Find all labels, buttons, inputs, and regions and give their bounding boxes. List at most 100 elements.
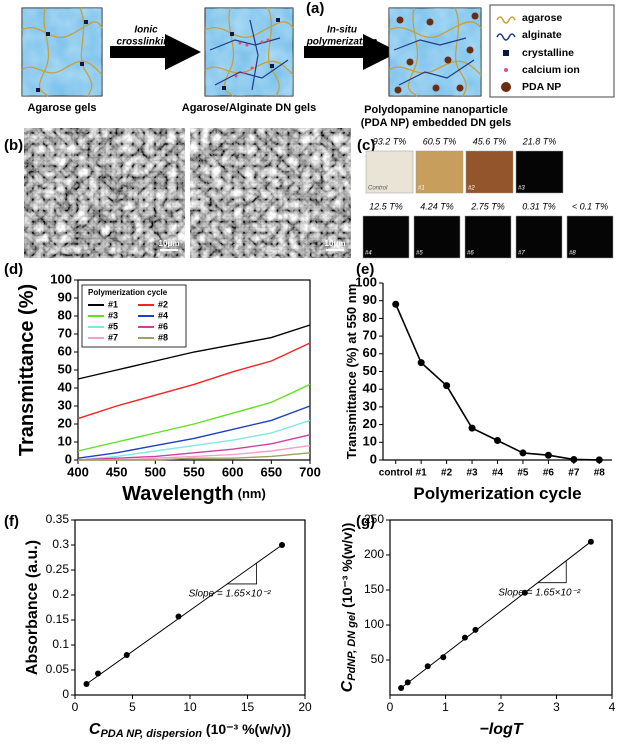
sample-label: #8 xyxy=(569,251,576,257)
y-tick-label: 30 xyxy=(58,397,72,412)
transmittance-label: 0.31 T% xyxy=(522,201,556,211)
y-tick-label: 200 xyxy=(364,547,384,561)
sample-label: #6 xyxy=(467,251,474,257)
step-label: crosslinking xyxy=(117,37,176,48)
x-tick-label: 550 xyxy=(183,464,205,479)
slope-triangle xyxy=(227,563,257,585)
x-tick-label: 650 xyxy=(260,464,282,479)
sample-label: #3 xyxy=(518,186,525,192)
legend-text: crystalline xyxy=(522,47,574,59)
data-point xyxy=(595,456,603,464)
axis-label-part: Absorbance (a.u.) xyxy=(24,540,41,675)
annotation: Slope = 1.65×10⁻² xyxy=(189,589,272,600)
sem-image: 10μm xyxy=(24,128,185,258)
panel-label: (c) xyxy=(357,137,375,154)
gel-3 xyxy=(388,7,482,97)
caption: Polydopamine nanoparticle xyxy=(364,104,508,116)
x-tick-label: #7 xyxy=(568,468,580,479)
sem-image: 10μm xyxy=(190,128,351,258)
x-tick-label: #6 xyxy=(543,468,555,479)
sample-swatch xyxy=(515,215,563,259)
legend-label: #4 xyxy=(158,310,168,320)
caption: Agarose/Alginate DN gels xyxy=(182,102,316,114)
data-point xyxy=(570,455,578,463)
data-point xyxy=(279,542,285,548)
transmittance-label: 4.24 T% xyxy=(420,201,454,211)
axis-label-part: PdNP, DN gel xyxy=(346,611,358,681)
axis-label-part: PDA NP, dispersion xyxy=(100,728,202,740)
caption: Agarose gels xyxy=(27,102,96,114)
y-tick-label: 10 xyxy=(58,433,72,448)
scale-bar-label: 10μm xyxy=(325,239,346,248)
transmittance-label: 60.5 T% xyxy=(423,136,457,146)
y-tick-label: 0 xyxy=(62,687,69,701)
axis-label-part: −logT xyxy=(479,721,523,738)
data-point xyxy=(443,382,451,390)
sample-label: #2 xyxy=(468,186,475,192)
gel-1 xyxy=(21,7,103,97)
x-tick-label: 0 xyxy=(72,700,79,714)
y-tick-label: 20 xyxy=(58,415,72,430)
axis-label-part: (10⁻³ %(w/v)) xyxy=(339,523,355,608)
axis-label-part: (10⁻³ %(w/v)) xyxy=(206,721,291,737)
y-tick-label: 60 xyxy=(58,343,72,358)
panel-label: (g) xyxy=(356,513,375,530)
axis-label: CPdNP, DN gel (10⁻³ %(w/v)) xyxy=(339,523,358,693)
transmittance-label: < 0.1 T% xyxy=(572,201,608,211)
sample-swatch xyxy=(362,215,410,259)
y-tick-label: 0.05 xyxy=(46,662,70,676)
y-tick-label: 70 xyxy=(58,325,72,340)
sample-swatch xyxy=(566,215,614,259)
y-tick-label: 250 xyxy=(364,512,384,526)
y-tick-label: 100 xyxy=(364,617,384,631)
panel-label: (a) xyxy=(306,0,324,17)
data-point xyxy=(587,538,594,545)
axis-label-part: C xyxy=(339,680,356,692)
data-point xyxy=(417,359,425,367)
y-tick-label: 70 xyxy=(363,328,377,343)
y-tick-label: 0.1 xyxy=(52,637,69,651)
x-tick-label: #4 xyxy=(492,468,504,479)
data-line xyxy=(77,383,311,452)
y-tick-label: 30 xyxy=(363,398,377,413)
y-tick-label: 90 xyxy=(58,289,72,304)
data-point xyxy=(392,300,400,308)
plot-frame xyxy=(74,519,306,696)
trend-line xyxy=(86,544,283,685)
y-tick-label: 10 xyxy=(363,434,377,449)
legend-label: #3 xyxy=(108,310,118,320)
sample-swatch xyxy=(465,150,514,194)
legend-label: #6 xyxy=(158,321,168,331)
legend-text: calcium ion xyxy=(522,64,580,76)
plot-frame xyxy=(389,519,613,696)
axis-label: Transmittance (%) at 550 nm xyxy=(344,284,359,460)
transmittance-label: 45.6 T% xyxy=(473,136,507,146)
x-tick-label: 450 xyxy=(106,464,128,479)
y-tick-label: 80 xyxy=(58,307,72,322)
x-tick-label: #5 xyxy=(517,468,529,479)
data-point xyxy=(519,449,527,457)
axis-label-part: Transmittance (%) xyxy=(16,284,38,456)
x-tick-label: 20 xyxy=(298,700,312,714)
annotation: Slope = 1.65×10⁻² xyxy=(498,587,581,598)
data-point xyxy=(123,652,130,658)
x-tick-label: 0 xyxy=(387,700,394,714)
x-tick-label: 4 xyxy=(609,700,616,714)
y-tick-label: 0.35 xyxy=(46,512,70,526)
data-line xyxy=(77,405,311,459)
sample-swatch xyxy=(515,150,564,194)
y-tick-label: 100 xyxy=(50,271,72,286)
data-point xyxy=(472,626,479,633)
sample-swatch xyxy=(464,215,512,259)
y-tick-label: 50 xyxy=(371,652,385,666)
axis-label: Absorbance (a.u.) xyxy=(24,540,41,675)
scale-bar-label: 10μm xyxy=(159,239,180,248)
axis-label: Transmittance (%) xyxy=(16,284,38,456)
x-tick-label: #3 xyxy=(466,468,478,479)
data-point xyxy=(494,437,501,445)
panel-label: (d) xyxy=(4,261,23,278)
caption: (PDA NP) embedded DN gels xyxy=(361,117,512,129)
y-tick-label: 40 xyxy=(58,379,72,394)
legend-label: #8 xyxy=(158,332,168,342)
legend-text: alginate xyxy=(522,29,562,41)
